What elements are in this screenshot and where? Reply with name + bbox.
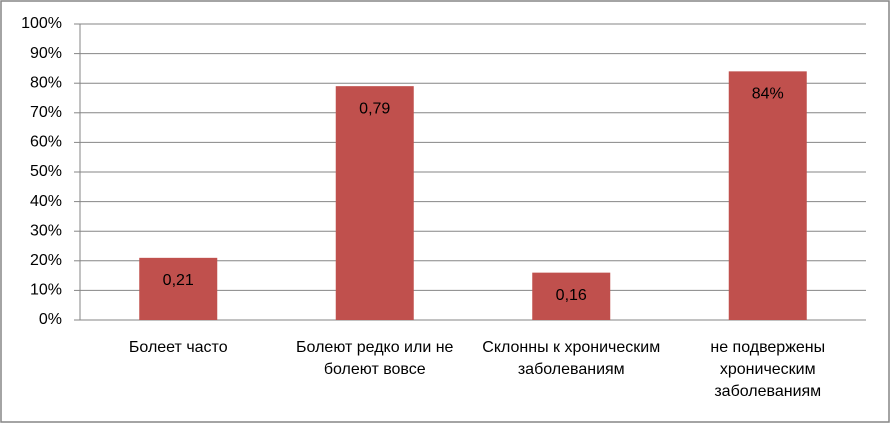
y-tick-label: 60%: [30, 134, 62, 151]
bar: [532, 272, 611, 320]
y-tick-label: 40%: [30, 193, 62, 210]
y-tick-label: 20%: [30, 252, 62, 269]
y-tick-label: 70%: [30, 104, 62, 121]
data-label: 0,21: [163, 272, 194, 289]
y-tick-label: 50%: [30, 163, 62, 180]
y-tick-label: 90%: [30, 45, 62, 62]
y-tick-label: 100%: [21, 15, 62, 32]
bar: [728, 71, 807, 320]
bar: [139, 257, 218, 320]
data-label: 0,79: [359, 100, 390, 117]
data-label: 0,16: [556, 287, 587, 304]
bar: [335, 86, 414, 320]
data-label: 84%: [752, 86, 784, 103]
x-tick-label: Склонны к хроническим заболеваниям: [482, 339, 661, 378]
x-tick-label: не подвержены хроническим заболеваниям: [710, 339, 826, 400]
x-tick-label: Болеет часто: [128, 339, 228, 356]
x-tick-label: Болеют редко или не болеют вовсе: [296, 339, 454, 378]
y-tick-label: 0%: [39, 311, 62, 328]
y-tick-label: 80%: [30, 74, 62, 91]
y-tick-label: 10%: [30, 282, 62, 299]
y-tick-label: 30%: [30, 222, 62, 239]
